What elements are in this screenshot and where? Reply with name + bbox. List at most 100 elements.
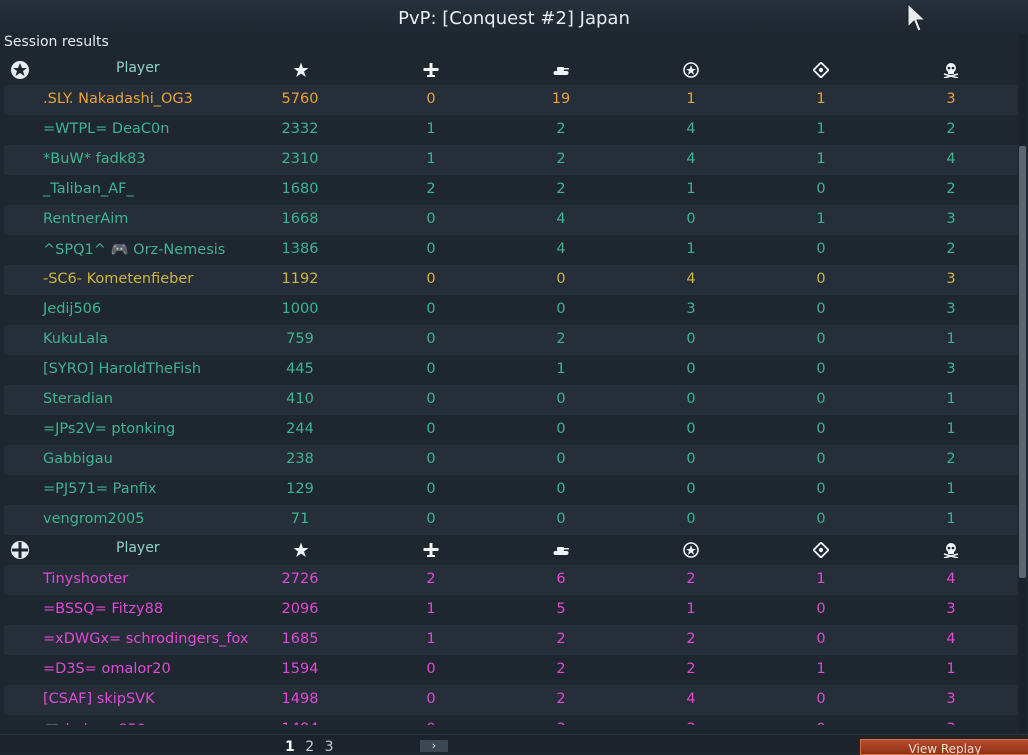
player-row[interactable]: Steradian 410 0 0 0 0 1 — [4, 385, 1018, 415]
player-row[interactable]: KukuLala 759 0 2 0 0 1 — [4, 325, 1018, 355]
ground-kill-tank-icon[interactable] — [553, 542, 569, 558]
enemy-team-cross-icon — [11, 541, 29, 559]
ground-kills: 0 — [556, 511, 566, 527]
score: 445 — [286, 361, 314, 377]
assists: 4 — [686, 121, 696, 137]
player-row[interactable]: [CSAF] skipSVK 1498 0 2 4 0 3 — [4, 685, 1018, 715]
air-kills: 1 — [426, 151, 436, 167]
player-row[interactable]: vengrom2005 71 0 0 0 0 1 — [4, 505, 1018, 535]
death-skull-icon[interactable] — [943, 62, 959, 78]
player-row[interactable]: [SYRO] HaroldTheFish 445 0 1 0 0 3 — [4, 355, 1018, 385]
session-results-label: Session results — [4, 34, 109, 50]
view-replay-button[interactable]: View Replay — [860, 739, 1028, 755]
captures: 0 — [816, 601, 826, 617]
death-skull-icon[interactable] — [943, 542, 959, 558]
captures: 0 — [816, 421, 826, 437]
assists: 0 — [686, 391, 696, 407]
ground-kill-tank-icon[interactable] — [553, 62, 569, 78]
player-row[interactable]: Gabbigau 238 0 0 0 0 2 — [4, 445, 1018, 475]
player-name: =xDWGx= schrodingers_fox — [43, 631, 249, 647]
score: 244 — [286, 421, 314, 437]
player-row[interactable]: RentnerAim 1668 0 4 0 1 3 — [4, 205, 1018, 235]
player-row[interactable]: ^SPQ1^ 🎮 Orz-Nemesis 1386 0 4 1 0 2 — [4, 235, 1018, 265]
ground-kills: 4 — [556, 211, 566, 227]
score: 129 — [286, 481, 314, 497]
captures: 1 — [816, 571, 826, 587]
captures: 1 — [816, 211, 826, 227]
allied-team-star-icon — [11, 61, 29, 79]
captures: 0 — [806, 721, 836, 725]
air-kills: 0 — [426, 211, 436, 227]
score: 1386 — [281, 241, 319, 257]
score: 1498 — [281, 691, 319, 707]
air-kill-plane-icon[interactable] — [423, 542, 439, 558]
player-row[interactable]: Tinyshooter 2726 2 6 2 1 4 — [4, 565, 1018, 595]
captures: 1 — [816, 151, 826, 167]
captures: 1 — [816, 91, 826, 107]
player-name: _Taliban_AF_ — [43, 181, 134, 197]
assist-icon[interactable] — [683, 542, 699, 558]
ground-kills: 2 — [556, 121, 566, 137]
player-row[interactable]: *BuW* fadk83 2310 1 2 4 1 4 — [4, 145, 1018, 175]
deaths: 1 — [946, 421, 956, 437]
assists: 1 — [686, 601, 696, 617]
player-name: [CSAF] skipSVK — [43, 691, 155, 707]
player-name: vengrom2005 — [43, 511, 145, 527]
mouse-cursor-icon — [907, 3, 927, 32]
assists: 0 — [686, 511, 696, 527]
ground-kills: 0 — [556, 391, 566, 407]
assists: 1 — [686, 181, 696, 197]
deaths: 4 — [946, 151, 956, 167]
next-page-button[interactable]: › — [420, 740, 448, 752]
ground-kills: 2 — [556, 331, 566, 347]
player-row[interactable]: =JPs2V= ptonking 244 0 0 0 0 1 — [4, 415, 1018, 445]
player-row[interactable]: Jedij506 1000 0 0 3 0 3 — [4, 295, 1018, 325]
page-1-link[interactable]: 1 — [285, 739, 295, 755]
player-row[interactable]: =xDWGx= schrodingers_fox 1685 1 2 2 0 4 — [4, 625, 1018, 655]
player-row[interactable]: =BSSQ= Fitzy88 2096 1 5 1 0 3 — [4, 595, 1018, 625]
capture-icon[interactable] — [813, 62, 829, 78]
player-name: =D3S= omalor20 — [43, 661, 171, 677]
air-kill-plane-icon[interactable] — [423, 62, 439, 78]
capture-icon[interactable] — [813, 542, 829, 558]
player-row[interactable]: _Taliban_AF_ 1680 2 2 1 0 2 — [4, 175, 1018, 205]
captures: 0 — [816, 241, 826, 257]
captures: 1 — [816, 121, 826, 137]
column-header-player[interactable]: Player — [116, 60, 160, 76]
player-row[interactable]: .SLY. Nakadashi_OG3 5760 0 19 1 1 3 — [4, 85, 1018, 115]
column-header-player[interactable]: Player — [116, 540, 160, 556]
team-1-header: Player — [0, 55, 1018, 85]
player-row[interactable]: -SC6- Kometenfieber 1192 0 0 4 0 3 — [4, 265, 1018, 295]
page-2-link[interactable]: 2 — [305, 739, 315, 755]
page-3-link[interactable]: 3 — [324, 739, 334, 755]
scrollbar-thumb[interactable] — [1019, 146, 1026, 578]
ground-kills: 1 — [556, 361, 566, 377]
ground-kills: 0 — [556, 481, 566, 497]
scrollbar[interactable] — [1019, 34, 1026, 734]
air-kills: 0 — [426, 661, 436, 677]
player-row[interactable]: =WTPL= DeaC0n 2332 1 2 4 1 2 — [4, 115, 1018, 145]
deaths: 2 — [946, 451, 956, 467]
ground-kills: 19 — [551, 91, 571, 107]
assists: 4 — [686, 691, 696, 707]
deaths: 1 — [946, 391, 956, 407]
player-name: [SYRO] HaroldTheFish — [43, 361, 202, 377]
assists: 0 — [686, 481, 696, 497]
captures: 0 — [816, 451, 826, 467]
player-name: .SLY. Nakadashi_OG3 — [43, 91, 193, 107]
score: 1484 — [270, 721, 330, 725]
player-name: *BuW* fadk83 — [43, 151, 146, 167]
score: 1668 — [281, 211, 319, 227]
air-kills: 0 — [426, 391, 436, 407]
footer-bar: 1 2 3 › View Replay — [0, 734, 1028, 755]
player-row[interactable]: 🎮 babgzy850 1484 0 3 3 0 3 — [4, 715, 1018, 725]
score: 1192 — [281, 271, 319, 287]
player-row[interactable]: =D3S= omalor20 1594 0 2 2 1 1 — [4, 655, 1018, 685]
assist-icon[interactable] — [683, 62, 699, 78]
air-kills: 0 — [426, 451, 436, 467]
deaths: 3 — [936, 721, 966, 725]
player-row[interactable]: =PJ571= Panfix 129 0 0 0 0 1 — [4, 475, 1018, 505]
score-star-icon[interactable] — [293, 542, 309, 558]
score-star-icon[interactable] — [293, 62, 309, 78]
air-kills: 0 — [426, 331, 436, 347]
